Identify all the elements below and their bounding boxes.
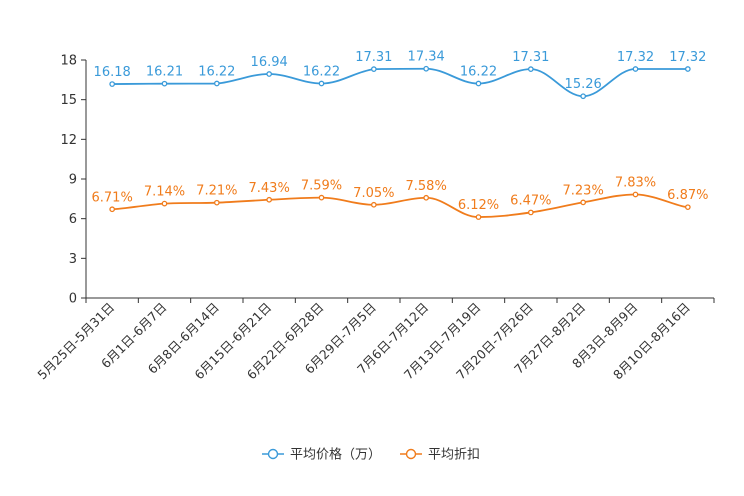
data-label: 7.23% bbox=[563, 183, 604, 198]
data-point bbox=[632, 66, 639, 72]
data-point bbox=[527, 66, 534, 72]
data-point bbox=[266, 71, 273, 77]
data-label: 7.83% bbox=[615, 175, 656, 190]
data-label: 15.26 bbox=[565, 77, 602, 92]
y-tick-label: 12 bbox=[60, 133, 77, 148]
data-point bbox=[266, 196, 273, 203]
y-tick-label: 3 bbox=[69, 252, 77, 267]
data-point bbox=[213, 80, 220, 87]
legend-item-1[interactable]: 平均价格（万） bbox=[262, 447, 381, 463]
y-tick-label: 6 bbox=[69, 212, 77, 227]
data-label: 6.71% bbox=[92, 190, 133, 205]
data-point bbox=[213, 199, 220, 206]
data-point bbox=[632, 191, 639, 198]
data-point bbox=[318, 194, 325, 201]
data-point bbox=[318, 80, 325, 87]
y-tick-label: 15 bbox=[60, 93, 77, 108]
data-label: 17.31 bbox=[355, 50, 392, 65]
x-axis-ticks: 5月25日-5月31日6月1日-6月7日6月8日-6月14日6月15日-6月21… bbox=[34, 298, 715, 383]
data-point bbox=[370, 201, 377, 208]
y-tick-label: 18 bbox=[60, 54, 77, 69]
data-point bbox=[475, 214, 482, 220]
data-label: 16.21 bbox=[146, 65, 183, 80]
data-label: 16.18 bbox=[94, 65, 131, 80]
data-label: 7.59% bbox=[301, 179, 342, 194]
y-tick-label: 9 bbox=[69, 173, 77, 188]
data-label: 7.58% bbox=[406, 179, 447, 194]
data-point bbox=[580, 93, 587, 100]
data-point bbox=[161, 80, 168, 87]
chart-legend[interactable]: 平均价格（万） 平均折扣 bbox=[262, 447, 480, 463]
data-label: 17.32 bbox=[617, 50, 654, 65]
y-tick-label: 0 bbox=[69, 292, 77, 307]
data-point bbox=[109, 206, 116, 213]
data-point bbox=[684, 204, 691, 211]
data-point bbox=[423, 65, 430, 72]
data-label: 6.87% bbox=[667, 188, 708, 203]
y-axis-ticks: 0 3 6 9 12 15 18 bbox=[60, 54, 86, 307]
data-point bbox=[370, 66, 377, 72]
data-label: 16.22 bbox=[198, 65, 235, 80]
data-point bbox=[161, 200, 168, 207]
legend-marker-icon bbox=[267, 448, 279, 460]
legend-label: 平均价格（万） bbox=[290, 447, 381, 463]
data-label: 17.34 bbox=[408, 50, 445, 65]
data-label: 16.22 bbox=[303, 65, 340, 80]
data-label: 16.94 bbox=[251, 55, 288, 70]
data-point bbox=[423, 194, 430, 201]
data-label: 6.47% bbox=[510, 193, 551, 208]
legend-label: 平均折扣 bbox=[428, 448, 480, 463]
chart-series: 16.18 16.21 16.22 16.94 16.22 17.31 17.34 16.22… bbox=[92, 50, 708, 220]
legend-marker-icon bbox=[405, 448, 417, 460]
series-2: 6.71% 7.14% 7.21% 7.43% 7.59% 7.05% 7.58% 6.12%… bbox=[92, 175, 708, 220]
data-label: 7.14% bbox=[144, 185, 185, 200]
data-point bbox=[109, 81, 116, 87]
data-label: 7.21% bbox=[196, 184, 237, 199]
data-point bbox=[580, 199, 587, 206]
data-label: 17.32 bbox=[669, 50, 706, 65]
data-label: 6.12% bbox=[458, 198, 499, 213]
data-point bbox=[684, 66, 691, 72]
legend-item-2[interactable]: 平均折扣 bbox=[400, 448, 480, 463]
data-label: 7.05% bbox=[353, 186, 394, 201]
data-point bbox=[527, 209, 534, 216]
x-tick-label: 5月25日-5月31日 bbox=[34, 300, 117, 383]
data-label: 16.22 bbox=[460, 65, 497, 80]
data-label: 17.31 bbox=[512, 50, 549, 65]
series-line bbox=[112, 193, 688, 218]
data-point bbox=[475, 80, 482, 87]
series-1: 16.18 16.21 16.22 16.94 16.22 17.31 17.34 16.22… bbox=[94, 50, 706, 100]
data-label: 7.43% bbox=[249, 181, 290, 196]
